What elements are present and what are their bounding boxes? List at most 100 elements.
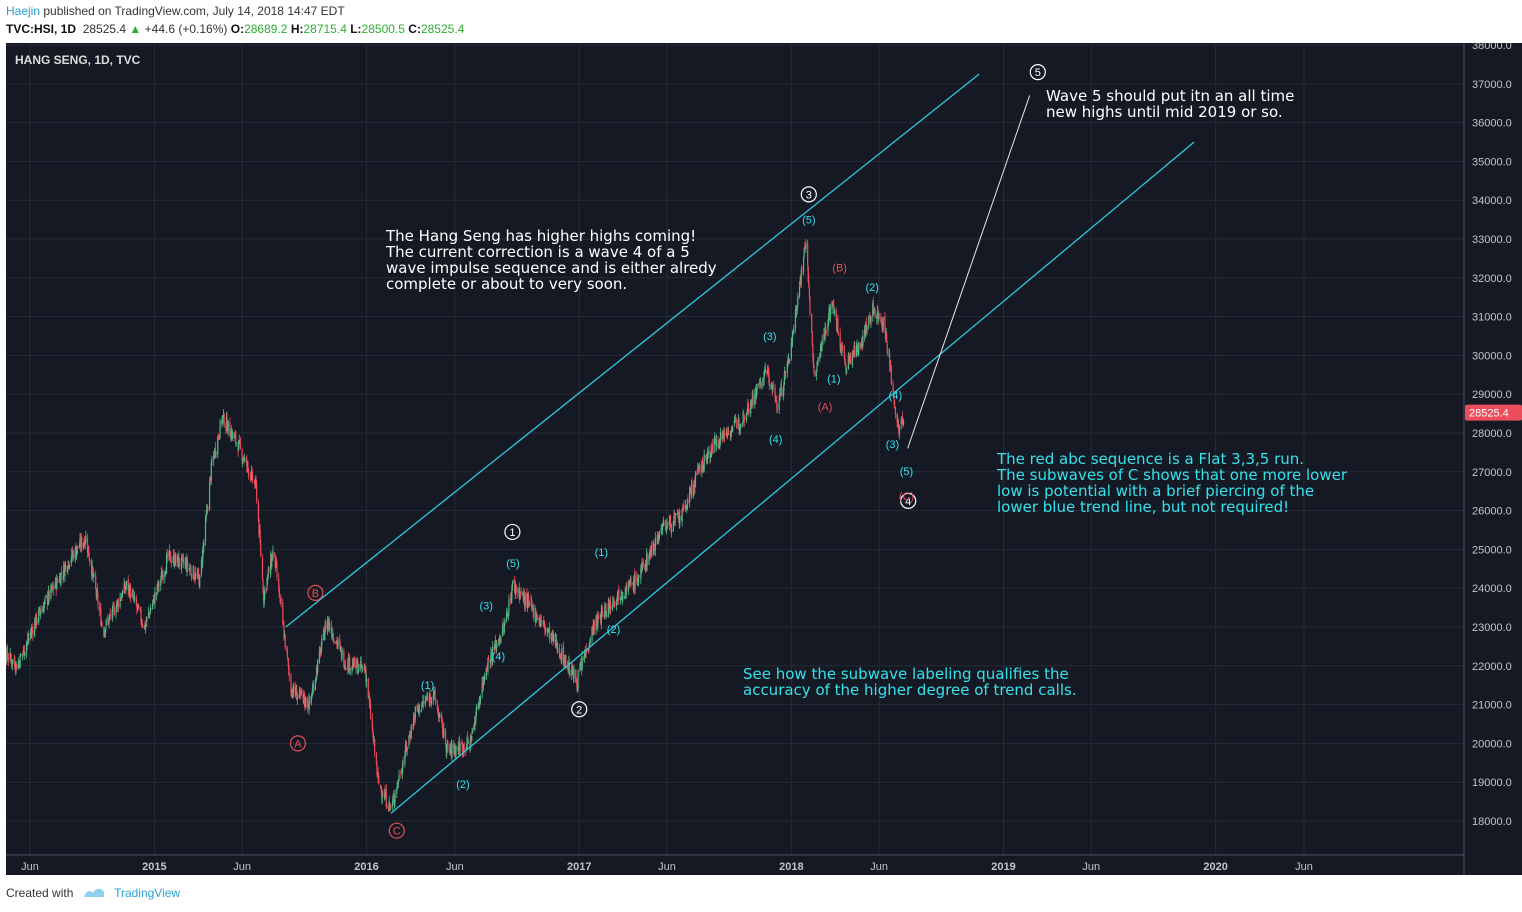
candle-body <box>827 317 830 324</box>
chart-canvas[interactable]: 18000.019000.020000.021000.022000.023000… <box>6 43 1522 875</box>
candle-body <box>109 614 111 617</box>
candle-body <box>824 327 826 340</box>
candle-body <box>229 422 231 436</box>
candle-body <box>670 523 672 530</box>
candle-body <box>424 700 426 705</box>
candle-body <box>892 383 894 391</box>
candle-body <box>145 621 147 623</box>
candle-body <box>747 402 749 409</box>
candle-body <box>202 546 204 552</box>
candle-body <box>791 341 793 345</box>
wave-label: (3) <box>480 601 493 613</box>
candle-body <box>360 661 362 668</box>
candle-body <box>790 342 792 359</box>
candle-body <box>474 722 476 726</box>
candle-body <box>575 669 577 682</box>
candle-body <box>207 507 209 509</box>
candle-body <box>535 616 537 623</box>
candle-body <box>410 725 412 738</box>
candle-body <box>738 419 740 429</box>
candle-body <box>581 656 583 670</box>
candle-body <box>723 431 725 436</box>
candle-body <box>682 507 684 510</box>
candle-body <box>170 551 172 562</box>
candle-body <box>855 344 858 357</box>
candle-body <box>23 645 25 656</box>
candle-body <box>583 658 585 660</box>
author-link[interactable]: Haejin <box>6 4 41 18</box>
y-tick-label: 38000.0 <box>1472 43 1512 52</box>
publish-text: published on TradingView.com, July 14, 2… <box>43 4 345 18</box>
candle-body <box>178 558 180 565</box>
candle-body <box>193 567 195 580</box>
candle-body <box>530 599 533 606</box>
candle-body <box>646 554 648 566</box>
candle-body <box>886 344 888 354</box>
annotation-line: See how the subwave labeling qualifies t… <box>743 665 1069 683</box>
candle-body <box>288 662 290 670</box>
candle-body <box>24 652 26 657</box>
y-tick-label: 33000.0 <box>1472 234 1512 246</box>
candle-body <box>372 734 375 743</box>
wave-label: (5) <box>506 558 519 570</box>
candle-body <box>608 603 610 605</box>
candle-body <box>48 590 50 599</box>
candle-body <box>343 650 345 667</box>
candle-body <box>311 695 313 699</box>
candle-body <box>587 649 590 650</box>
candle-body <box>567 667 569 670</box>
candle-body <box>487 658 489 671</box>
candle-body <box>768 369 770 378</box>
candle-body <box>736 420 738 429</box>
candle-body <box>568 662 570 674</box>
candle-body <box>808 288 810 298</box>
candle-body <box>844 362 847 367</box>
candle-body <box>115 605 118 612</box>
candle-body <box>675 514 677 516</box>
candle-body <box>637 577 640 582</box>
candle-body <box>278 587 280 598</box>
candle-body <box>471 735 473 742</box>
candle-body <box>121 595 123 599</box>
candle-body <box>787 359 789 365</box>
candle-body <box>100 609 102 626</box>
wave-label-circle <box>1029 64 1046 81</box>
candle-body <box>328 620 330 628</box>
candle-body <box>97 594 99 606</box>
candle-body <box>182 554 184 558</box>
last-price-badge <box>1465 404 1522 421</box>
candle-body <box>112 603 114 605</box>
candle-body <box>357 668 359 674</box>
annotation-line: Wave 5 should put itn an all time <box>1046 87 1295 105</box>
candle-body <box>388 807 390 810</box>
candle-body <box>396 782 398 789</box>
annotation-wave5: Wave 5 should put itn an all time new hi… <box>1046 88 1294 120</box>
candle-body <box>166 553 168 558</box>
tradingview-link[interactable]: TradingView <box>114 886 181 900</box>
candle-body <box>764 367 766 373</box>
candle-body <box>664 522 666 526</box>
chart-area[interactable]: 18000.0 19000.0 20000.0 21000.0 22000.0 23000… <box>6 43 1522 875</box>
annotation-line: accuracy of the higher degree of trend c… <box>743 681 1077 699</box>
candle-body <box>718 445 720 448</box>
candle-body <box>852 350 854 354</box>
candle-body <box>245 459 247 460</box>
candle-body <box>374 739 376 753</box>
candle-body <box>152 599 154 602</box>
candle-body <box>50 585 52 599</box>
candle-body <box>189 569 191 571</box>
candle-body <box>162 574 164 580</box>
candle-body <box>93 574 95 577</box>
candle-body <box>325 622 327 630</box>
wave-label: (3) <box>763 331 776 343</box>
wave-label-circle <box>571 701 588 718</box>
wave-label: 5 <box>1035 67 1041 79</box>
candle-body <box>306 697 308 708</box>
candle-body <box>418 704 421 714</box>
candle-body <box>160 579 162 586</box>
y-tick-label: 27000.0 <box>1472 467 1512 479</box>
candle-body <box>353 657 355 667</box>
candle-body <box>868 316 870 326</box>
candle-body <box>873 310 876 312</box>
candle-body <box>381 791 383 797</box>
